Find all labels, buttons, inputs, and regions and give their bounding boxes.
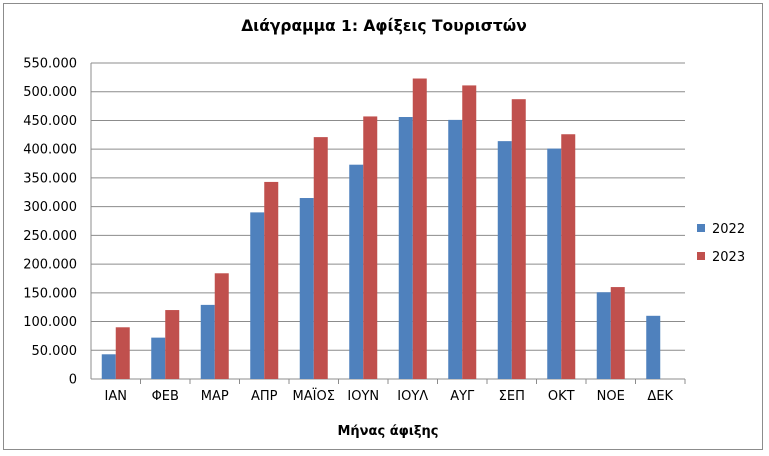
bar-2022 bbox=[299, 198, 314, 379]
y-tick-label: 150.000 bbox=[23, 286, 77, 301]
legend-label-2022: 2022 bbox=[712, 222, 745, 237]
bar-2022 bbox=[596, 292, 611, 379]
y-tick-label: 0 bbox=[69, 373, 77, 388]
x-tick-label: ΜΑΪΟΣ bbox=[293, 388, 335, 404]
y-tick-label: 400.000 bbox=[23, 143, 77, 158]
bar-2023 bbox=[115, 327, 130, 379]
bar-2023 bbox=[511, 99, 526, 380]
bar-2023 bbox=[165, 310, 180, 379]
legend-swatch-2022 bbox=[697, 224, 705, 232]
y-tick-label: 500.000 bbox=[23, 85, 77, 100]
bar-2023 bbox=[412, 78, 427, 379]
bar-2022 bbox=[448, 119, 463, 379]
legend-label-2023: 2023 bbox=[712, 250, 745, 265]
bar-2022 bbox=[200, 304, 215, 379]
x-tick-label: ΦΕΒ bbox=[152, 389, 179, 404]
bar-2023 bbox=[363, 116, 378, 379]
chart-title: Διάγραμμα 1: Αφίξεις Τουριστών bbox=[241, 17, 527, 35]
y-tick-label: 300.000 bbox=[23, 200, 77, 215]
bar-2023 bbox=[610, 287, 625, 379]
y-tick-label: 550.000 bbox=[23, 57, 77, 72]
y-tick-label: 100.000 bbox=[23, 315, 77, 330]
bar-2022 bbox=[349, 164, 364, 379]
bar-2023 bbox=[313, 137, 328, 379]
y-tick-label: 350.000 bbox=[23, 171, 77, 186]
bar-2022 bbox=[497, 141, 512, 379]
bar-2022 bbox=[398, 117, 413, 380]
bar-2022 bbox=[547, 148, 562, 379]
x-tick-label: ΑΠΡ bbox=[251, 389, 278, 404]
bar-2023 bbox=[561, 134, 576, 379]
bar-2022 bbox=[101, 354, 116, 379]
bar-2022 bbox=[250, 212, 265, 379]
x-tick-label: ΙΑΝ bbox=[105, 389, 127, 404]
y-tick-label: 450.000 bbox=[23, 114, 77, 129]
x-tick-label: ΜΑΡ bbox=[201, 389, 229, 404]
y-tick-label: 200.000 bbox=[23, 258, 77, 273]
legend-swatch-2023 bbox=[697, 252, 705, 260]
bar-2023 bbox=[462, 85, 477, 379]
bar-2023 bbox=[264, 181, 279, 379]
chart-frame: Διάγραμμα 1: Αφίξεις Τουριστών 0 50.000 10… bbox=[3, 3, 763, 450]
y-tick-label: 50.000 bbox=[32, 344, 78, 359]
bar-2022 bbox=[646, 315, 661, 379]
x-tick-label: ΝΟΕ bbox=[597, 389, 625, 404]
chart-canvas: 0 50.000 100.000 150.000 200.000 250.000 300.0… bbox=[23, 57, 745, 440]
x-tick-label: ΣΕΠ bbox=[499, 389, 525, 404]
x-tick-label: ΟΚΤ bbox=[548, 389, 575, 404]
x-tick-label: ΙΟΥΛ bbox=[397, 389, 428, 404]
bar-2022 bbox=[151, 337, 166, 379]
x-tick-label: ΔΕΚ bbox=[647, 389, 673, 404]
x-axis-label: Μήνας άφιξης bbox=[337, 424, 438, 439]
x-tick-label: ΑΥΓ bbox=[450, 389, 475, 404]
x-tick-label: ΙΟΥΝ bbox=[347, 389, 379, 404]
bar-2023 bbox=[214, 273, 229, 379]
y-tick-label: 250.000 bbox=[23, 229, 77, 244]
